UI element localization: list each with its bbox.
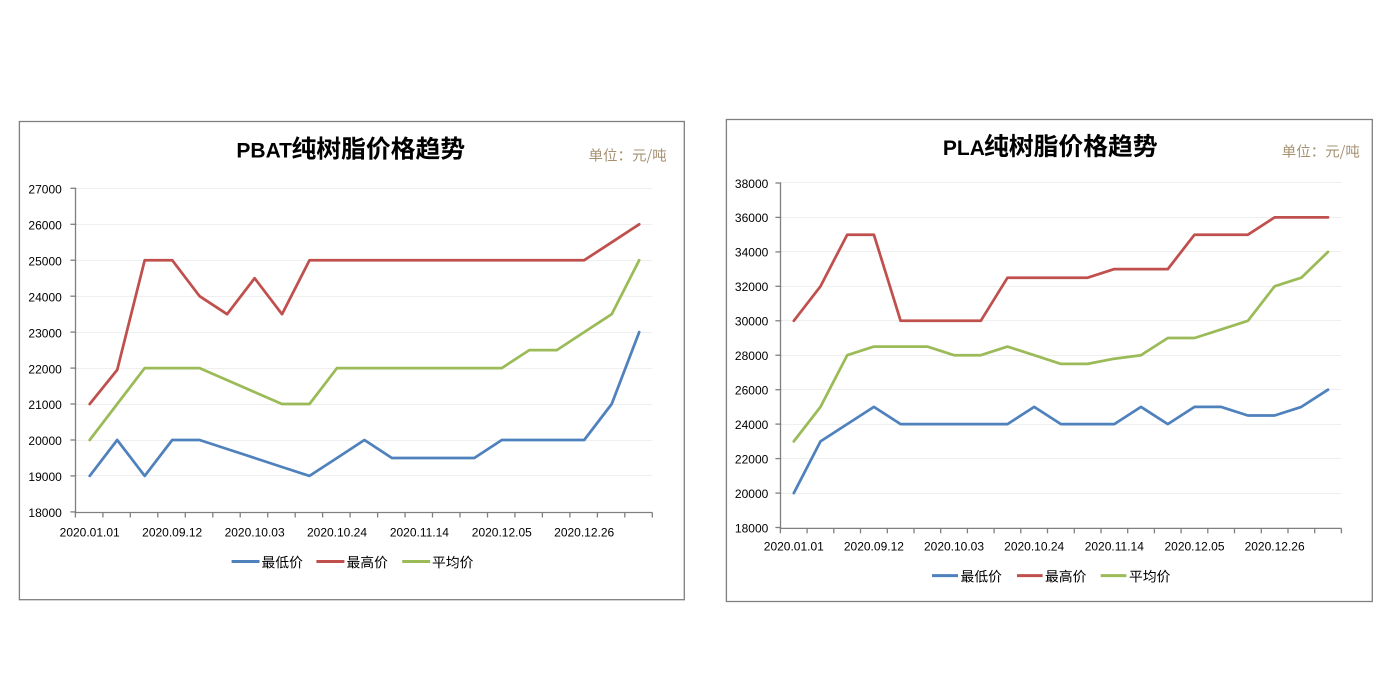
svg-text:2020.11.14: 2020.11.14 [1085, 540, 1144, 554]
svg-text:23000: 23000 [28, 326, 62, 340]
svg-text:2020.01.01: 2020.01.01 [60, 526, 120, 540]
svg-text:26000: 26000 [28, 219, 62, 233]
svg-text:25000: 25000 [28, 254, 62, 268]
svg-text:18000: 18000 [735, 521, 769, 535]
svg-text:36000: 36000 [735, 211, 769, 225]
svg-text:2020.10.03: 2020.10.03 [924, 540, 984, 554]
svg-text:PLA: PLA [943, 137, 985, 160]
svg-text:2020.10.24: 2020.10.24 [307, 526, 367, 540]
svg-text:PBAT: PBAT [236, 140, 292, 163]
svg-text:34000: 34000 [735, 246, 769, 260]
svg-text:32000: 32000 [735, 280, 769, 294]
svg-text:38000: 38000 [735, 177, 769, 191]
svg-text:20000: 20000 [28, 434, 62, 448]
svg-text:21000: 21000 [28, 398, 62, 412]
svg-text:22000: 22000 [28, 362, 62, 376]
svg-text:2020.09.12: 2020.09.12 [142, 526, 202, 540]
svg-text:2020.12.05: 2020.12.05 [1164, 540, 1224, 554]
svg-text:2020.12.26: 2020.12.26 [1245, 540, 1305, 554]
svg-text:24000: 24000 [735, 418, 769, 432]
svg-text:2020.12.26: 2020.12.26 [554, 526, 614, 540]
svg-text:2020.10.24: 2020.10.24 [1004, 540, 1064, 554]
svg-text:30000: 30000 [735, 315, 769, 329]
svg-text:2020.11.14: 2020.11.14 [390, 526, 449, 540]
svg-text:2020.10.03: 2020.10.03 [225, 526, 285, 540]
svg-text:2020.01.01: 2020.01.01 [764, 540, 824, 554]
svg-text:22000: 22000 [735, 452, 769, 466]
svg-text:26000: 26000 [735, 384, 769, 398]
svg-text:19000: 19000 [28, 470, 62, 484]
svg-text:24000: 24000 [28, 290, 62, 304]
svg-text:18000: 18000 [28, 506, 62, 520]
svg-text:2020.09.12: 2020.09.12 [844, 540, 904, 554]
svg-text:28000: 28000 [735, 349, 769, 363]
svg-text:27000: 27000 [28, 183, 62, 197]
svg-text:20000: 20000 [735, 487, 769, 501]
svg-text:2020.12.05: 2020.12.05 [472, 526, 532, 540]
